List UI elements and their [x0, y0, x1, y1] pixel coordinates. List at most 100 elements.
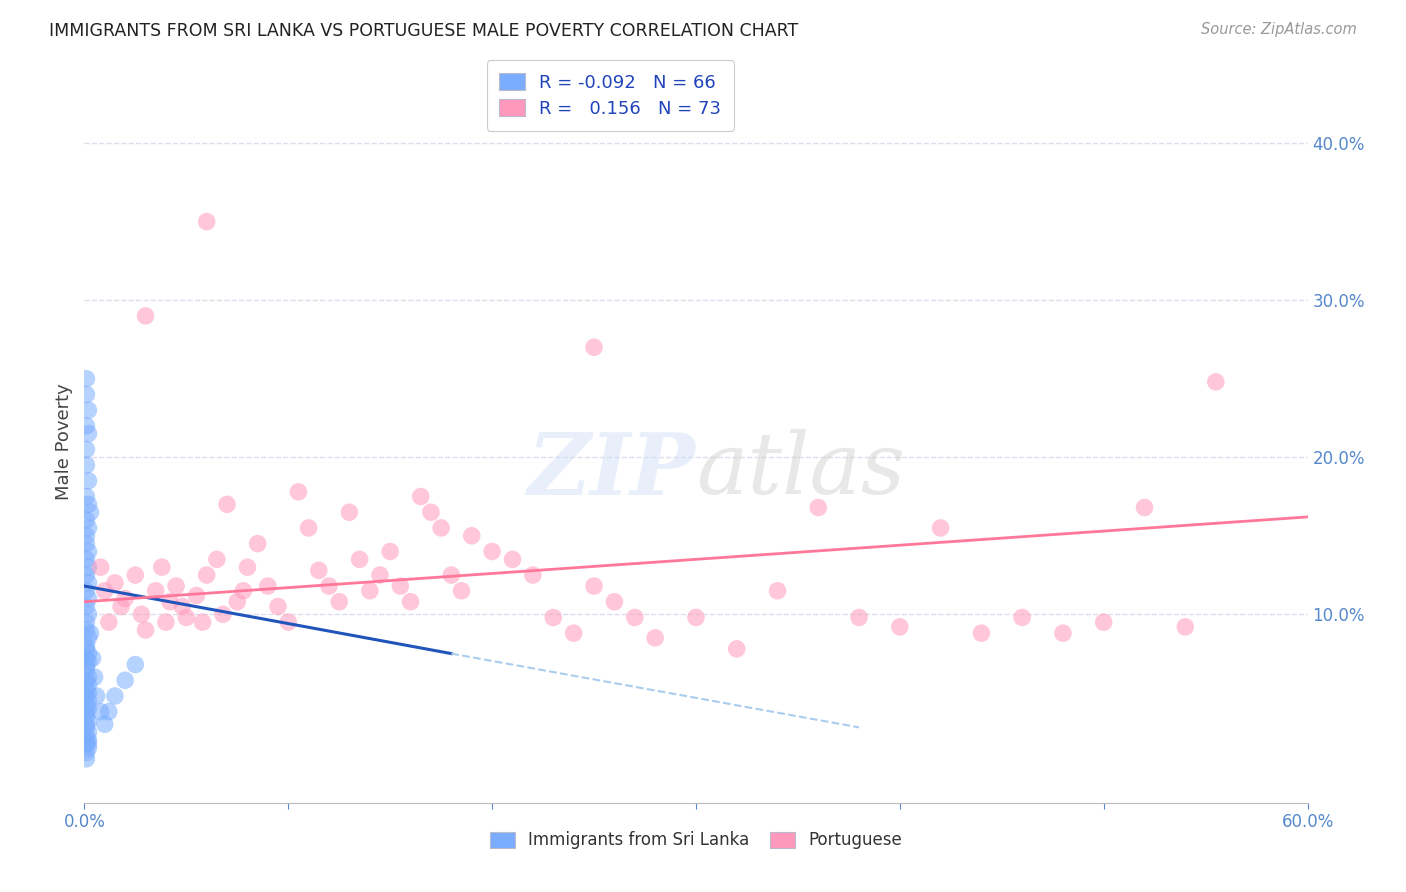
Point [450, 583, 472, 598]
Point [90, 705, 112, 719]
Point [165, 579, 187, 593]
Point [145, 583, 167, 598]
Point [75, 641, 97, 656]
Point [430, 521, 453, 535]
Point [75, 372, 97, 386]
Point [75, 387, 97, 401]
Point [298, 521, 321, 535]
Text: IMMIGRANTS FROM SRI LANKA VS PORTUGUESE MALE POVERTY CORRELATION CHART: IMMIGRANTS FROM SRI LANKA VS PORTUGUESE … [49, 22, 799, 40]
Point [174, 610, 197, 624]
Point [150, 560, 173, 574]
Point [583, 340, 606, 354]
Point [75, 623, 97, 637]
Point [124, 568, 146, 582]
Point [75, 583, 97, 598]
Point [186, 589, 208, 603]
Point [77, 497, 100, 511]
Point [75, 730, 97, 744]
Point [75, 709, 97, 723]
Point [399, 595, 422, 609]
Point [75, 552, 97, 566]
Point [970, 626, 993, 640]
Point [246, 536, 269, 550]
Point [75, 639, 97, 653]
Point [97, 615, 120, 630]
Point [389, 579, 412, 593]
Text: atlas: atlas [696, 429, 905, 512]
Point [75, 651, 97, 665]
Point [318, 579, 340, 593]
Point [77, 740, 100, 755]
Point [75, 615, 97, 630]
Point [257, 579, 280, 593]
Point [155, 615, 177, 630]
Point [135, 309, 157, 323]
Point [236, 560, 259, 574]
Point [522, 568, 544, 582]
Point [77, 403, 100, 417]
Point [191, 615, 214, 630]
Point [77, 725, 100, 739]
Point [135, 623, 157, 637]
Point [75, 720, 97, 734]
Point [75, 752, 97, 766]
Point [77, 655, 100, 669]
Point [339, 505, 361, 519]
Point [359, 583, 381, 598]
Point [86, 689, 108, 703]
Point [232, 583, 254, 598]
Point [380, 544, 402, 558]
Point [75, 746, 97, 760]
Point [82, 651, 104, 665]
Point [77, 701, 100, 715]
Point [644, 631, 666, 645]
Point [75, 513, 97, 527]
Point [83, 670, 105, 684]
Point [75, 673, 97, 688]
Point [75, 418, 97, 433]
Point [217, 497, 239, 511]
Point [77, 575, 100, 590]
Point [226, 595, 249, 609]
Point [725, 641, 748, 656]
Point [848, 610, 870, 624]
Point [195, 214, 218, 228]
Point [1052, 626, 1074, 640]
Point [583, 579, 606, 593]
Point [502, 552, 524, 566]
Point [287, 484, 309, 499]
Point [93, 583, 115, 598]
Point [409, 490, 432, 504]
Text: ZIP: ZIP [529, 429, 696, 512]
Point [543, 610, 565, 624]
Point [104, 575, 127, 590]
Point [77, 736, 100, 750]
Point [368, 568, 391, 582]
Point [420, 505, 443, 519]
Point [131, 607, 153, 622]
Point [97, 705, 120, 719]
Point [624, 610, 647, 624]
Point [79, 626, 101, 640]
Point [77, 426, 100, 441]
Point [277, 615, 299, 630]
Point [212, 607, 235, 622]
Point [75, 659, 97, 673]
Point [172, 599, 194, 614]
Point [328, 595, 350, 609]
Point [77, 670, 100, 684]
Point [77, 678, 100, 692]
Point [75, 599, 97, 614]
Point [77, 591, 100, 606]
Point [1011, 610, 1033, 624]
Point [75, 698, 97, 713]
Point [75, 568, 97, 582]
Point [114, 673, 136, 688]
Point [79, 505, 101, 519]
Point [77, 647, 100, 661]
Point [349, 552, 371, 566]
Point [104, 689, 127, 703]
Point [124, 657, 146, 672]
Text: Source: ZipAtlas.com: Source: ZipAtlas.com [1201, 22, 1357, 37]
Point [1092, 615, 1115, 630]
